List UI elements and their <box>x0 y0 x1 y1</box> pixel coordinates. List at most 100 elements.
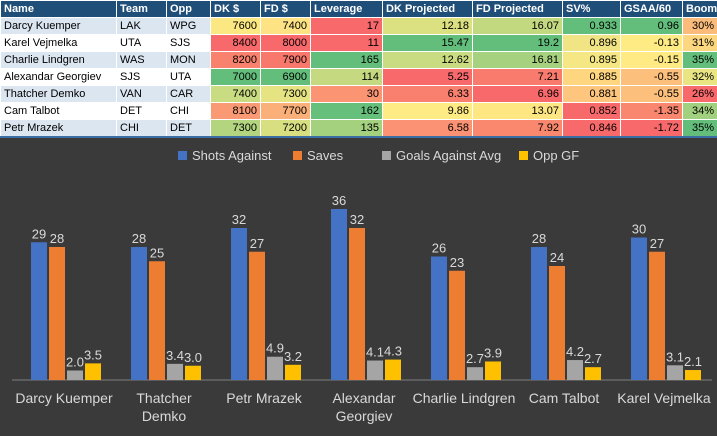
cell-team[interactable]: SJS <box>116 68 167 86</box>
data-label: 27 <box>250 236 264 251</box>
cell-gsaa[interactable]: -0.13 <box>620 34 683 52</box>
header-opp[interactable]: Opp <box>166 0 211 18</box>
header-boom[interactable]: Boom% <box>682 0 717 18</box>
header-team[interactable]: Team <box>116 0 167 18</box>
cell-dk-projected[interactable]: 12.18 <box>382 17 473 35</box>
cell-gsaa[interactable]: -0.55 <box>620 85 683 103</box>
cell-fd-salary[interactable]: 7400 <box>260 17 311 35</box>
cell-opp[interactable]: DET <box>166 119 211 138</box>
cell-dk-salary[interactable]: 7000 <box>210 68 261 86</box>
cell-leverage[interactable]: 165 <box>310 51 383 69</box>
table-row[interactable]: Alexandar Georgiev SJS UTA 7000 6900 114 5.25 7… <box>0 68 717 86</box>
cell-sv-pct[interactable]: 0.896 <box>562 34 621 52</box>
cell-team[interactable]: LAK <box>116 17 167 35</box>
cell-gsaa[interactable]: -1.35 <box>620 102 683 120</box>
header-fd-salary[interactable]: FD $ <box>260 0 311 18</box>
cell-sv-pct[interactable]: 0.852 <box>562 102 621 120</box>
header-dk-projected[interactable]: DK Projected <box>382 0 473 18</box>
cell-fd-projected[interactable]: 16.07 <box>472 17 563 35</box>
cell-fd-salary[interactable]: 6900 <box>260 68 311 86</box>
bar-goals-against-avg <box>267 356 283 380</box>
cell-gsaa[interactable]: -0.55 <box>620 68 683 86</box>
cell-dk-projected[interactable]: 15.47 <box>382 34 473 52</box>
header-fd-projected[interactable]: FD Projected <box>472 0 563 18</box>
cell-fd-salary[interactable]: 7300 <box>260 85 311 103</box>
cell-leverage[interactable]: 114 <box>310 68 383 86</box>
cell-fd-projected[interactable]: 19.2 <box>472 34 563 52</box>
header-leverage[interactable]: Leverage <box>310 0 383 18</box>
cell-gsaa[interactable]: -1.72 <box>620 119 683 138</box>
cell-fd-projected[interactable]: 16.81 <box>472 51 563 69</box>
cell-leverage[interactable]: 162 <box>310 102 383 120</box>
cell-boom[interactable]: 32% <box>682 68 717 86</box>
cell-dk-projected[interactable]: 5.25 <box>382 68 473 86</box>
cell-dk-projected[interactable]: 12.62 <box>382 51 473 69</box>
table-row[interactable]: Thatcher Demko VAN CAR 7400 7300 30 6.33 6.96 0.… <box>0 85 717 103</box>
cell-team[interactable]: VAN <box>116 85 167 103</box>
table-row[interactable]: Charlie Lindgren WAS MON 8200 7900 165 12.62 16… <box>0 51 717 69</box>
cell-sv-pct[interactable]: 0.885 <box>562 68 621 86</box>
header-name[interactable]: Name <box>0 0 117 18</box>
cell-name[interactable]: Karel Vejmelka <box>0 34 117 52</box>
cell-fd-projected[interactable]: 7.92 <box>472 119 563 138</box>
cell-boom[interactable]: 35% <box>682 51 717 69</box>
cell-team[interactable]: UTA <box>116 34 167 52</box>
cell-sv-pct[interactable]: 0.881 <box>562 85 621 103</box>
table-row[interactable]: Darcy Kuemper LAK WPG 7600 7400 17 12.18 16.07 0… <box>0 17 717 35</box>
cell-fd-projected[interactable]: 7.21 <box>472 68 563 86</box>
cell-name[interactable]: Alexandar Georgiev <box>0 68 117 86</box>
cell-boom[interactable]: 30% <box>682 17 717 35</box>
cell-sv-pct[interactable]: 0.895 <box>562 51 621 69</box>
table-row[interactable]: Cam Talbot DET CHI 8100 7700 162 9.86 13.07 0.85… <box>0 102 717 120</box>
cell-dk-salary[interactable]: 7600 <box>210 17 261 35</box>
cell-leverage[interactable]: 17 <box>310 17 383 35</box>
cell-name[interactable]: Cam Talbot <box>0 102 117 120</box>
cell-team[interactable]: DET <box>116 102 167 120</box>
cell-dk-projected[interactable]: 6.58 <box>382 119 473 138</box>
table-row[interactable]: Petr Mrazek CHI DET 7300 7200 135 6.58 7.92 0.84… <box>0 119 717 138</box>
cell-fd-salary[interactable]: 7900 <box>260 51 311 69</box>
cell-opp[interactable]: CHI <box>166 102 211 120</box>
cell-dk-salary[interactable]: 8100 <box>210 102 261 120</box>
cell-fd-salary[interactable]: 7700 <box>260 102 311 120</box>
cell-boom[interactable]: 35% <box>682 119 717 138</box>
cell-dk-salary[interactable]: 8400 <box>210 34 261 52</box>
cell-boom[interactable]: 31% <box>682 34 717 52</box>
cell-opp[interactable]: MON <box>166 51 211 69</box>
cell-fd-projected[interactable]: 6.96 <box>472 85 563 103</box>
cell-name[interactable]: Thatcher Demko <box>0 85 117 103</box>
header-gsaa[interactable]: GSAA/60 <box>620 0 683 18</box>
table-row[interactable]: Karel Vejmelka UTA SJS 8400 8000 11 15.47 19.2 0… <box>0 34 717 52</box>
cell-boom[interactable]: 34% <box>682 102 717 120</box>
cell-boom[interactable]: 26% <box>682 85 717 103</box>
cell-dk-projected[interactable]: 6.33 <box>382 85 473 103</box>
cell-name[interactable]: Charlie Lindgren <box>0 51 117 69</box>
cell-team[interactable]: WAS <box>116 51 167 69</box>
cell-sv-pct[interactable]: 0.846 <box>562 119 621 138</box>
cell-dk-projected[interactable]: 9.86 <box>382 102 473 120</box>
cell-gsaa[interactable]: 0.96 <box>620 17 683 35</box>
cell-opp[interactable]: WPG <box>166 17 211 35</box>
cell-dk-salary[interactable]: 7300 <box>210 119 261 138</box>
legend-swatch <box>382 151 391 160</box>
cell-opp[interactable]: CAR <box>166 85 211 103</box>
cell-opp[interactable]: UTA <box>166 68 211 86</box>
header-dk-salary[interactable]: DK $ <box>210 0 261 18</box>
cell-name[interactable]: Petr Mrazek <box>0 119 117 138</box>
bar-saves <box>449 270 465 380</box>
cell-team[interactable]: CHI <box>116 119 167 138</box>
cell-dk-salary[interactable]: 8200 <box>210 51 261 69</box>
header-sv-pct[interactable]: SV% <box>562 0 621 18</box>
cell-leverage[interactable]: 135 <box>310 119 383 138</box>
cell-sv-pct[interactable]: 0.933 <box>562 17 621 35</box>
cell-name[interactable]: Darcy Kuemper <box>0 17 117 35</box>
cell-dk-salary[interactable]: 7400 <box>210 85 261 103</box>
cell-fd-projected[interactable]: 13.07 <box>472 102 563 120</box>
cell-fd-salary[interactable]: 8000 <box>260 34 311 52</box>
cell-gsaa[interactable]: -0.15 <box>620 51 683 69</box>
cell-leverage[interactable]: 11 <box>310 34 383 52</box>
cell-opp[interactable]: SJS <box>166 34 211 52</box>
cell-leverage[interactable]: 30 <box>310 85 383 103</box>
cell-fd-salary[interactable]: 7200 <box>260 119 311 138</box>
data-label: 2.0 <box>66 355 84 370</box>
